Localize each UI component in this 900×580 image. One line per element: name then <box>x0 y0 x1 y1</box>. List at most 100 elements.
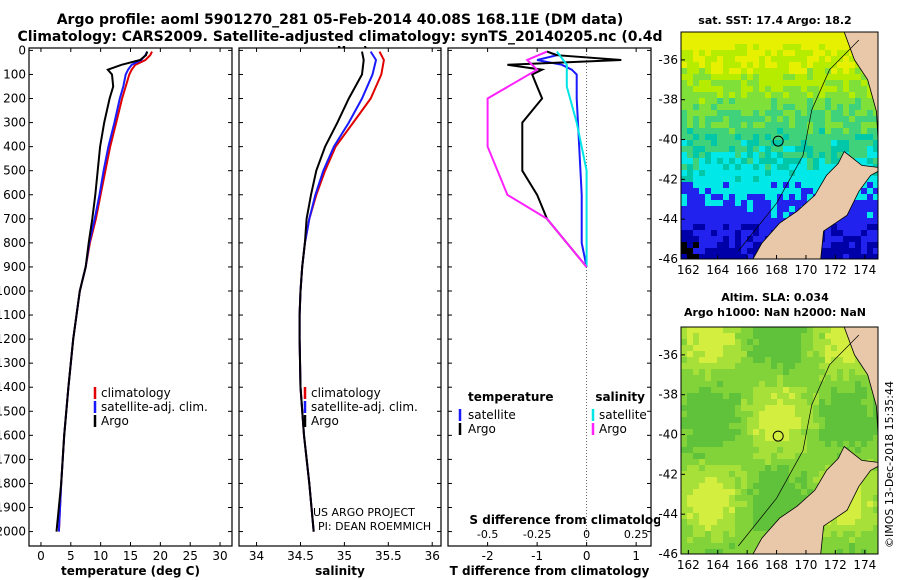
map-cell <box>855 453 861 459</box>
map-cell <box>783 134 789 140</box>
map-cell <box>765 477 771 483</box>
map-cell <box>861 387 867 393</box>
map-cell <box>753 405 759 411</box>
map-cell <box>699 86 705 92</box>
map-cell <box>705 92 711 98</box>
map-cell <box>729 501 735 507</box>
map-cell <box>729 453 735 459</box>
map-cell <box>693 128 699 134</box>
map-cell <box>873 110 878 116</box>
map-cell <box>753 387 759 393</box>
map-cell <box>807 327 813 333</box>
map-cell <box>831 339 837 345</box>
map-cell <box>759 483 765 489</box>
map-cell <box>711 182 717 188</box>
map-cell <box>687 86 693 92</box>
map-cell <box>789 417 795 423</box>
map-cell <box>801 471 807 477</box>
map-cell <box>735 489 741 495</box>
map-cell <box>777 122 783 128</box>
map-cell <box>795 68 801 74</box>
map-cell <box>867 549 873 554</box>
map-cell <box>831 429 837 435</box>
map-cell <box>873 194 878 200</box>
map-cell <box>783 459 789 465</box>
map-cell <box>741 200 747 206</box>
map-cell <box>747 176 753 182</box>
map-cell <box>741 483 747 489</box>
map-cell <box>759 501 765 507</box>
map-cell <box>747 423 753 429</box>
map-cell <box>867 513 873 519</box>
map-cell <box>705 345 711 351</box>
map-cell <box>705 170 711 176</box>
map-cell <box>741 525 747 531</box>
map-cell <box>819 387 825 393</box>
map-cell <box>849 513 855 519</box>
map-cell <box>693 381 699 387</box>
map-cell <box>837 339 843 345</box>
map-cell <box>699 339 705 345</box>
map-cell <box>717 206 723 212</box>
map-cell <box>807 417 813 423</box>
map-cell <box>723 200 729 206</box>
map-cell <box>729 182 735 188</box>
map-cell <box>711 50 717 56</box>
map-cell <box>777 38 783 44</box>
x-tick-label: 20 <box>153 549 168 563</box>
map-cell <box>855 495 861 501</box>
map-cell <box>813 327 819 333</box>
map-cell <box>831 537 837 543</box>
map-cell <box>729 387 735 393</box>
map-cell <box>873 501 878 507</box>
x-tick-label: 5 <box>67 549 75 563</box>
map-cell <box>729 435 735 441</box>
map-cell <box>687 188 693 194</box>
map-cell <box>777 483 783 489</box>
legend-label: satellite <box>468 408 516 422</box>
map-cell <box>855 242 861 248</box>
map-cell <box>741 423 747 429</box>
map-cell <box>789 357 795 363</box>
map-cell <box>837 423 843 429</box>
map-cell <box>753 327 759 333</box>
map-cell <box>711 471 717 477</box>
map-cell <box>699 477 705 483</box>
map-cell <box>837 224 843 230</box>
map-cell <box>741 116 747 122</box>
map-cell <box>735 134 741 140</box>
map-cell <box>813 146 819 152</box>
map-cell <box>837 435 843 441</box>
map-cell <box>807 176 813 182</box>
map-cell <box>873 176 878 182</box>
map-cell <box>753 92 759 98</box>
map-cell <box>867 447 873 453</box>
map-cell <box>741 128 747 134</box>
map-cell <box>795 387 801 393</box>
map-cell <box>777 110 783 116</box>
map-cell <box>687 140 693 146</box>
map-cell <box>765 333 771 339</box>
map-cell <box>681 212 687 218</box>
map-cell <box>783 62 789 68</box>
map-cell <box>729 531 735 537</box>
map-cell <box>723 477 729 483</box>
map-cell <box>753 62 759 68</box>
map-cell <box>729 369 735 375</box>
map-cell <box>729 327 735 333</box>
map-cell <box>747 92 753 98</box>
map-cell <box>705 158 711 164</box>
map-cell <box>801 393 807 399</box>
map-cell <box>783 423 789 429</box>
map-cell <box>717 525 723 531</box>
map-cell <box>855 417 861 423</box>
map-cell <box>861 441 867 447</box>
map-cell <box>717 170 723 176</box>
map-cell <box>855 393 861 399</box>
map-cell <box>687 369 693 375</box>
map-cell <box>843 248 849 254</box>
map-cell <box>699 38 705 44</box>
map-cell <box>687 525 693 531</box>
map-cell <box>861 435 867 441</box>
map-cell <box>873 206 878 212</box>
